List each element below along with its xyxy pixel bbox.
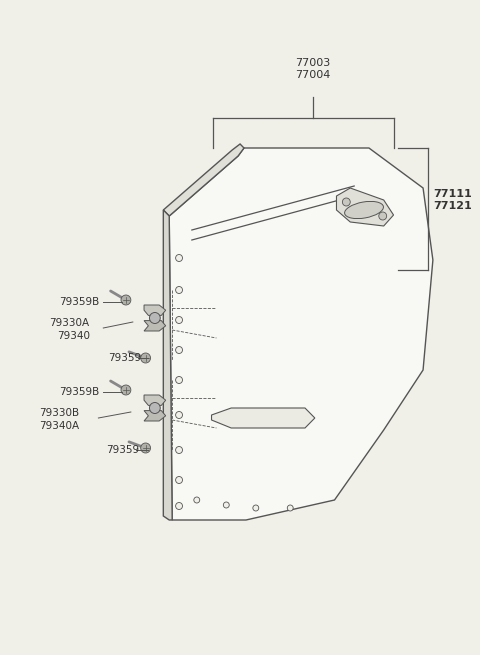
Circle shape xyxy=(253,505,259,511)
Polygon shape xyxy=(336,188,394,226)
Circle shape xyxy=(176,316,182,324)
Text: 79340: 79340 xyxy=(57,331,90,341)
Circle shape xyxy=(176,411,182,419)
Text: 77111
77121: 77111 77121 xyxy=(433,189,472,211)
Text: 79359B: 79359B xyxy=(59,387,99,397)
Text: 77003
77004: 77003 77004 xyxy=(295,58,331,80)
Text: 79359: 79359 xyxy=(108,353,141,363)
Polygon shape xyxy=(212,408,315,428)
Circle shape xyxy=(176,255,182,261)
Circle shape xyxy=(379,212,387,220)
Circle shape xyxy=(176,476,182,483)
Circle shape xyxy=(176,286,182,293)
Circle shape xyxy=(141,353,151,363)
Text: 79330A: 79330A xyxy=(49,318,89,328)
Polygon shape xyxy=(163,210,172,520)
Polygon shape xyxy=(144,320,166,331)
Circle shape xyxy=(149,403,160,413)
Circle shape xyxy=(176,346,182,354)
Polygon shape xyxy=(144,395,166,405)
Circle shape xyxy=(176,447,182,453)
Text: 79359: 79359 xyxy=(106,445,139,455)
Text: 79340A: 79340A xyxy=(39,421,80,431)
Circle shape xyxy=(176,502,182,510)
Circle shape xyxy=(149,312,160,324)
Ellipse shape xyxy=(345,201,384,219)
Text: 79359B: 79359B xyxy=(59,297,99,307)
Circle shape xyxy=(121,295,131,305)
Circle shape xyxy=(121,385,131,395)
Polygon shape xyxy=(144,411,166,421)
Polygon shape xyxy=(144,305,166,316)
Polygon shape xyxy=(163,144,244,216)
Circle shape xyxy=(288,505,293,511)
Circle shape xyxy=(141,443,151,453)
Circle shape xyxy=(176,377,182,383)
Circle shape xyxy=(223,502,229,508)
Polygon shape xyxy=(169,148,433,520)
Text: 79330B: 79330B xyxy=(39,408,80,418)
Circle shape xyxy=(194,497,200,503)
Circle shape xyxy=(342,198,350,206)
